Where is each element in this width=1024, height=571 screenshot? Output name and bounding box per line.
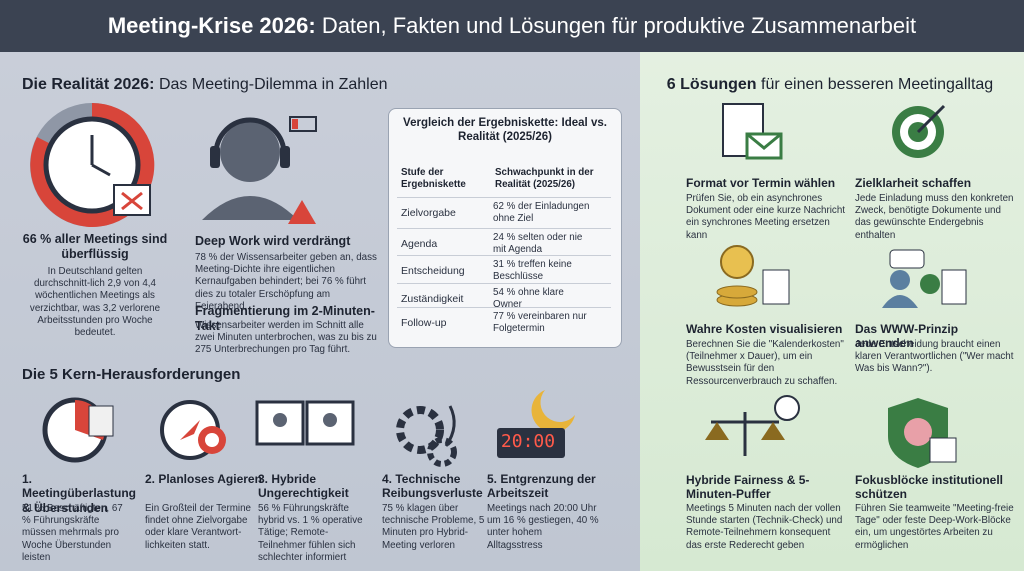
solution-body: Prüfen Sie, ob ein asynchrones Dokument … bbox=[686, 193, 846, 241]
challenge-title: 5. Entgrenzung der Arbeitszeit bbox=[487, 472, 596, 501]
table-cell: 24 % selten oder nie mit Agenda bbox=[493, 232, 583, 255]
header-title: Daten, Fakten und Lösungen für produktiv… bbox=[321, 13, 917, 38]
table-cell: 62 % der Einladungen ohne Ziel bbox=[493, 201, 590, 224]
fragment-body: Wissensarbeiter werden im Schnitt alle z… bbox=[195, 320, 377, 356]
stat-body: In Deutschland gelten durchschnitt-lich … bbox=[29, 266, 161, 339]
deep-work-title: Deep Work wird verdrängt bbox=[195, 234, 351, 248]
challenge-body: 56 % Führungskräfte hybrid vs. 1 % opera… bbox=[258, 503, 363, 563]
challenge-title: 2. Planloses Agieren bbox=[145, 472, 262, 486]
challenge-body: 51 % Beschäftigten, 67 % Führungskräfte … bbox=[22, 503, 123, 563]
table-cell: Entscheidung bbox=[401, 265, 465, 277]
right-panel bbox=[640, 52, 1024, 571]
table-cell: Zielvorgabe bbox=[401, 207, 456, 219]
heading-rest: für einen besseren Meetingalltag bbox=[761, 76, 994, 93]
table-cell: 31 % treffen keine Beschlüsse bbox=[493, 259, 572, 282]
solution-body: Berechnen Sie die "Kalenderkosten" (Teil… bbox=[686, 339, 844, 387]
table-cell: Zuständigkeit bbox=[401, 293, 464, 305]
table-header: Stufe der Ergebniskette bbox=[401, 167, 466, 190]
solution-title: Wahre Kosten visualisieren bbox=[686, 322, 843, 336]
table-row bbox=[397, 255, 611, 256]
table-header: Schwachpunkt in der Realität (2025/26) bbox=[495, 167, 594, 190]
solution-title: Hybride Fairness & 5-Minuten-Puffer bbox=[686, 473, 810, 502]
stat-title: 66 % aller Meetings sind überflüssig bbox=[22, 232, 168, 261]
table-title: Vergleich der Ergebniskette: Ideal vs. R… bbox=[403, 117, 607, 143]
solution-body: Meetings 5 Minuten nach der vollen Stund… bbox=[686, 503, 843, 551]
heading-rest: Das Meeting-Dilemma in Zahlen bbox=[158, 76, 388, 93]
solution-title: Fokusblöcke institutionell schützen bbox=[855, 473, 1004, 502]
table-cell: Follow-up bbox=[401, 317, 447, 329]
table-cell: 77 % vereinbaren nur Folgetermin bbox=[493, 311, 587, 334]
solution-title: Zielklarheit schaffen bbox=[855, 176, 972, 190]
challenge-title: 1. Meetingüberlastung & Überstunden bbox=[22, 472, 137, 515]
table-row bbox=[397, 228, 611, 229]
icons bbox=[30, 102, 967, 468]
solution-body: Führen Sie teamweite "Meeting-freie Tage… bbox=[855, 503, 1014, 551]
solution-title: Das WWW-Prinzip anwenden bbox=[855, 322, 959, 351]
solution-body: Jede Entscheidung braucht einen klaren V… bbox=[855, 339, 1014, 375]
table-row bbox=[397, 307, 611, 308]
header: Meeting-Krise 2026: Daten, Fakten und Lö… bbox=[0, 0, 1024, 52]
fragment-title: Fragmentierung im 2-Minuten-Takt bbox=[195, 304, 375, 333]
solution-title: Format vor Termin wählen bbox=[686, 176, 836, 190]
section-heading: Die Realität 2026: Das Meeting-Dilemma i… bbox=[22, 76, 388, 94]
challenge-body: 75 % klagen über technische Probleme, 5 … bbox=[382, 503, 485, 551]
table-cell: Agenda bbox=[401, 238, 438, 250]
table-cell: 54 % ohne klare Owner bbox=[493, 287, 564, 310]
table-row bbox=[397, 283, 611, 284]
comparison-table: Vergleich der Ergebniskette: Ideal vs. R… bbox=[388, 108, 622, 348]
heading-bold: 6 Lösungen bbox=[666, 76, 757, 93]
challenge-body: Ein Großteil der Termine findet ohne Zie… bbox=[145, 503, 251, 551]
header-title-bold: Meeting-Krise 2026: bbox=[107, 13, 316, 38]
challenge-title: 4. Technische Reibungsverluste bbox=[382, 472, 483, 501]
challenge-body: Meetings nach 20:00 Uhr um 16 % gestiege… bbox=[487, 503, 599, 551]
challenges-heading: Die 5 Kern-Herausforderungen bbox=[22, 366, 241, 383]
clock-display: 20:00 bbox=[500, 431, 556, 452]
solution-body: Jede Einladung muss den konkreten Zweck,… bbox=[855, 193, 1014, 241]
challenge-title: 3. Hybride Ungerechtigkeit bbox=[258, 472, 349, 501]
solutions-heading: 6 Lösungen für einen besseren Meetingall… bbox=[650, 76, 1010, 94]
heading-bold: Die Realität 2026: bbox=[22, 76, 155, 93]
table-row bbox=[397, 197, 611, 198]
deep-work-body: 78 % der Wissensarbeiter geben an, dass … bbox=[195, 252, 377, 312]
